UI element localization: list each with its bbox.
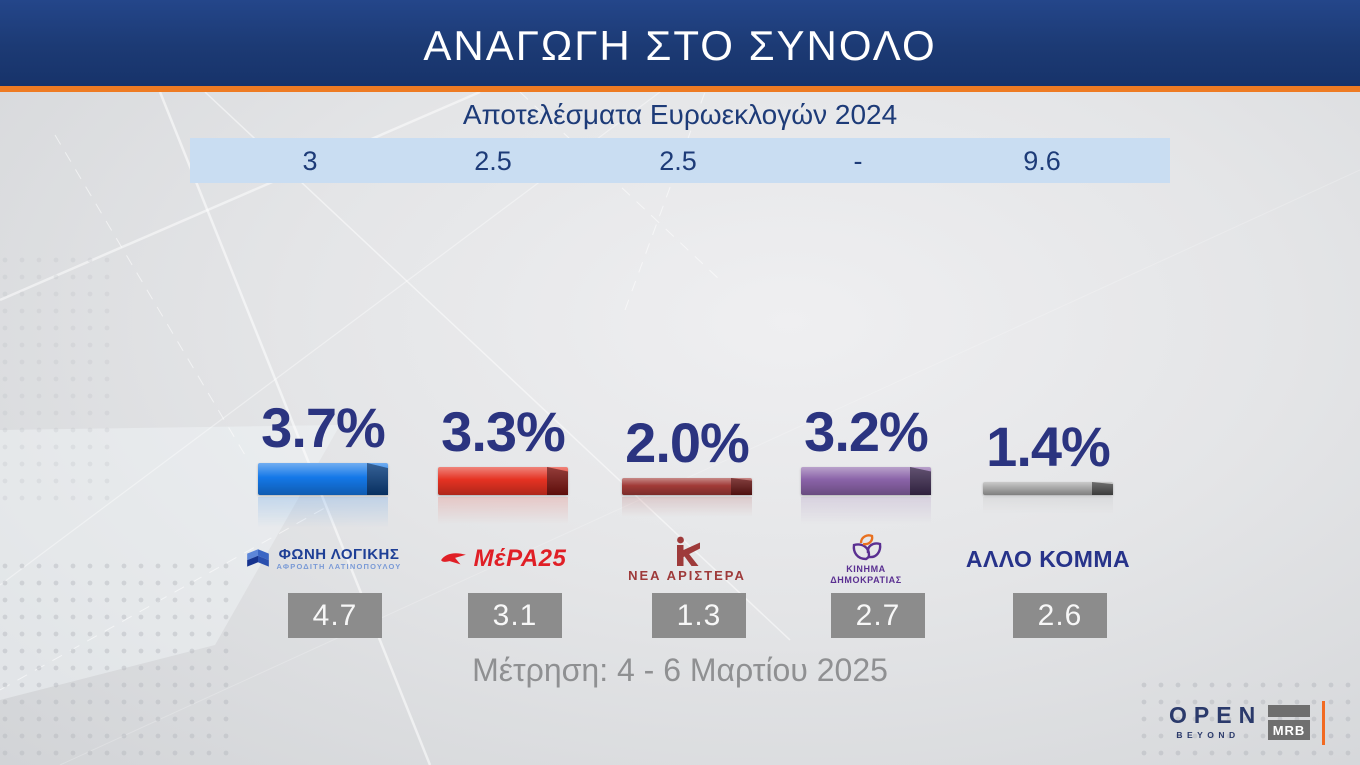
previous-value-box: 2.7 xyxy=(831,593,925,638)
title-bar: ΑΝΑΓΩΓΗ ΣΤΟ ΣΥΝΟΛΟ xyxy=(0,0,1360,86)
previous-value-box: 4.7 xyxy=(288,593,382,638)
bar xyxy=(801,467,931,495)
beyond-label: BEYOND xyxy=(1176,730,1240,740)
party-logo-nea-aristera: ΝΕΑ ΑΡΙΣΤΕΡΑ xyxy=(596,533,778,585)
euro2024-value: 3 xyxy=(302,146,318,176)
party-label-allo-komma: ΑΛΛΟ ΚΟΜΜΑ xyxy=(957,533,1139,585)
bar-end-cap xyxy=(731,478,752,495)
bar-end-cap xyxy=(367,463,388,495)
party-leader: ΑΦΡΟΔΙΤΗ ΛΑΤΙΝΟΠΟΥΛΟΥ xyxy=(276,562,402,572)
previous-value: 4.7 xyxy=(312,598,358,632)
footer-accent-line xyxy=(1322,701,1325,745)
euro2024-strip: 3 2.5 2.5 - 9.6 xyxy=(190,138,1170,183)
party-logo-foni-logikis: ΦΩΝΗ ΛΟΓΙΚΗΣ ΑΦΡΟΔΙΤΗ ΛΑΤΙΝΟΠΟΥΛΟΥ xyxy=(232,533,414,585)
euro2024-value: 2.5 xyxy=(474,146,512,176)
kinima-dimokratias-icon xyxy=(852,534,882,561)
euro2024-value: 9.6 xyxy=(1023,146,1061,176)
reference-title: Αποτελέσματα Ευρωεκλογών 2024 xyxy=(462,99,898,130)
poll-percentage: 1.4% xyxy=(986,415,1111,478)
nea-aristera-icon xyxy=(677,536,700,566)
party-column-foni-logikis: 3.7% ΦΩΝΗ ΛΟΓΙΚΗΣ ΑΦΡΟΔΙΤΗ ΛΑΤΙΝΟΠΟΥΛΟΥ … xyxy=(232,390,414,655)
party-column-kinima-dimokratias: 3.2% ΚΙΝΗΜΑ ΔΗΜΟΚΡΑΤΙΑΣ 2.7 xyxy=(775,390,957,655)
bar-end-cap xyxy=(547,467,568,495)
bar xyxy=(258,463,388,495)
party-name: ΦΩΝΗ ΛΟΓΙΚΗΣ xyxy=(278,545,400,563)
poll-percentage: 2.0% xyxy=(625,411,750,474)
poll-percentage: 3.2% xyxy=(804,400,929,463)
bar-reflection xyxy=(983,497,1113,515)
previous-value-box: 1.3 xyxy=(652,593,746,638)
mrb-agency-logo: MRB xyxy=(1268,705,1310,740)
previous-value: 1.3 xyxy=(676,598,722,632)
previous-value: 3.1 xyxy=(492,598,538,632)
party-name: ΜέΡΑ25 xyxy=(473,545,567,572)
bar xyxy=(622,478,752,495)
poll-percentage: 3.3% xyxy=(441,400,566,463)
mera25-bird-icon xyxy=(440,553,466,565)
bar-reflection xyxy=(622,497,752,519)
previous-value: 2.6 xyxy=(1037,598,1083,632)
page-title: ΑΝΑΓΩΓΗ ΣΤΟ ΣΥΝΟΛΟ xyxy=(423,22,937,69)
bar xyxy=(438,467,568,495)
bar-end-cap xyxy=(910,467,931,495)
party-logo-mera25: ΜέΡΑ25 xyxy=(412,533,594,585)
poll-percentage: 3.7% xyxy=(261,396,386,459)
party-column-nea-aristera: 2.0% ΝΕΑ ΑΡΙΣΤΕΡΑ 1.3 xyxy=(596,390,778,655)
open-channel-logo: OPEN BEYOND xyxy=(1164,702,1263,740)
mrb-label: MRB xyxy=(1272,722,1306,738)
bar-reflection xyxy=(438,497,568,527)
mrb-logo-box: MRB xyxy=(1268,720,1310,740)
party-name: ΝΕΑ ΑΡΙΣΤΕΡΑ xyxy=(628,567,746,583)
euro2024-value: 2.5 xyxy=(659,146,697,176)
accent-line xyxy=(0,86,1360,92)
mrb-logo-bar xyxy=(1268,705,1310,717)
party-logo-kinima-dimokratias: ΚΙΝΗΜΑ ΔΗΜΟΚΡΑΤΙΑΣ xyxy=(775,533,957,585)
previous-value: 2.7 xyxy=(855,598,901,632)
party-name-block: ΦΩΝΗ ΛΟΓΙΚΗΣ ΑΦΡΟΔΙΤΗ ΛΑΤΙΝΟΠΟΥΛΟΥ xyxy=(276,545,402,572)
bar-reflection xyxy=(801,497,931,527)
bar-reflection xyxy=(258,497,388,531)
party-column-mera25: 3.3% ΜέΡΑ25 3.1 xyxy=(412,390,594,655)
party-name: ΑΛΛΟ ΚΟΜΜΑ xyxy=(965,545,1131,572)
bar xyxy=(983,482,1113,495)
survey-date: Μέτρηση: 4 - 6 Μαρτίου 2025 xyxy=(472,652,888,688)
previous-value-box: 3.1 xyxy=(468,593,562,638)
bar-end-cap xyxy=(1092,482,1113,495)
party-name: ΚΙΝΗΜΑ ΔΗΜΟΚΡΑΤΙΑΣ xyxy=(830,564,902,585)
foni-logikis-icon xyxy=(246,549,269,567)
party-column-allo-komma: 1.4% ΑΛΛΟ ΚΟΜΜΑ 2.6 xyxy=(957,390,1139,655)
euro2024-value: - xyxy=(853,146,863,176)
open-logo-text: OPEN xyxy=(1169,702,1263,728)
previous-value-box: 2.6 xyxy=(1013,593,1107,638)
